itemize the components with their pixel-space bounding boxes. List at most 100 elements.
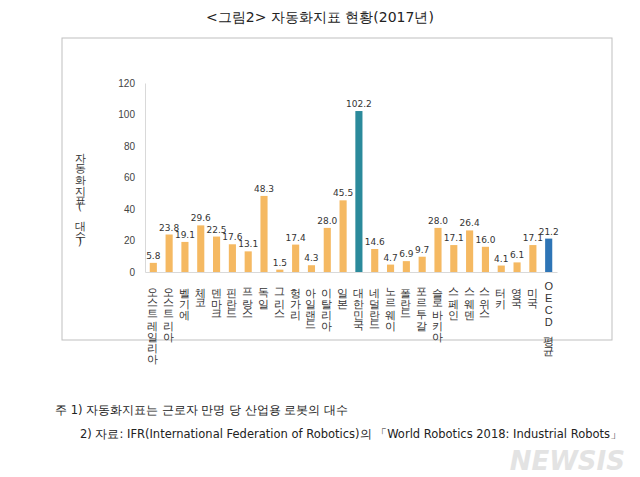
x-tick: 일본 — [337, 272, 349, 310]
bar — [150, 263, 157, 272]
y-tick-label: 40 — [124, 204, 136, 215]
x-tick-label: 핀란드 — [226, 280, 238, 318]
data-label: 5.8 — [146, 251, 161, 261]
frame — [62, 38, 612, 340]
x-tick: OECD평균 — [543, 272, 555, 357]
bar — [292, 245, 299, 272]
x-tick: 노르웨이 — [385, 272, 397, 332]
data-label: 26.4 — [460, 218, 480, 228]
x-tick: 오스트리아 — [163, 272, 175, 343]
x-tick: 벨기에 — [179, 272, 191, 321]
bar — [308, 265, 315, 272]
x-tick: 대한민국 — [353, 272, 365, 331]
x-tick-label: 대한민국 — [353, 280, 365, 331]
x-tick-label: 포르투갈 — [416, 280, 428, 332]
data-label: 9.7 — [415, 245, 429, 255]
bar — [197, 225, 204, 272]
x-tick-label: 이탈리아 — [321, 280, 333, 332]
data-label: 6.1 — [510, 250, 524, 260]
x-tick-label: 덴마크 — [211, 280, 223, 318]
x-tick-label: 터키 — [495, 280, 507, 310]
bar — [403, 261, 410, 272]
x-tick: 폴란드 — [400, 272, 412, 318]
x-tick-label: 아일랜드 — [305, 280, 317, 329]
x-tick: 그리스 — [274, 272, 286, 318]
data-label: 28.0 — [428, 216, 448, 226]
x-tick-label: 일본 — [337, 280, 349, 310]
x-tick-label: 영국 — [511, 280, 523, 309]
x-tick-label: 그리스 — [274, 280, 286, 318]
note: 주 1) 자동화지표는 근로자 만명 당 산업용 로봇의 대수 — [55, 403, 348, 417]
x-tick-label: 독일 — [258, 280, 270, 310]
data-label: 16.0 — [475, 235, 495, 245]
x-tick-label: 노르웨이 — [385, 280, 397, 332]
data-label: 28.0 — [317, 216, 337, 226]
x-tick-label: 스페인 — [448, 280, 460, 321]
x-tick-label: 헝가리 — [290, 280, 302, 321]
x-tick-label: 오스트레일리아 — [147, 280, 159, 365]
y-tick: 60 — [124, 172, 145, 183]
x-tick-label: 벨기에 — [179, 280, 191, 321]
data-label: 17.1 — [444, 233, 464, 243]
x-tick-label: 슬로바키아 — [432, 280, 444, 343]
bar — [419, 257, 426, 272]
y-tick: 20 — [124, 235, 145, 246]
data-label: 1.5 — [273, 258, 287, 268]
bar — [529, 245, 536, 272]
bar — [371, 249, 378, 272]
y-tick-label: 0 — [129, 267, 135, 278]
data-label: 13.1 — [238, 239, 258, 249]
y-axis: 0 20 40 60 80 100 120 — [118, 78, 145, 278]
bar — [450, 245, 457, 272]
watermark: NEWSIS — [510, 446, 625, 476]
y-axis-line — [145, 84, 146, 273]
y-tick: 40 — [124, 204, 145, 215]
bar — [229, 244, 236, 272]
y-tick-label: 60 — [124, 172, 136, 183]
bar — [482, 247, 489, 272]
x-tick: 네덜란드 — [369, 272, 381, 329]
x-tick-label: 네덜란드 — [369, 280, 381, 329]
bar — [166, 235, 173, 272]
x-tick-label: OECD평균 — [543, 280, 555, 357]
data-label: 29.6 — [191, 213, 211, 223]
x-tick-label: 오스트리아 — [163, 280, 175, 343]
title: <그림2> 자동화지표 현황(2017년) — [206, 9, 434, 25]
data-label: 4.7 — [383, 253, 397, 263]
y-tick: 100 — [118, 109, 145, 120]
x-tick: 헝가리 — [290, 272, 302, 321]
bar — [434, 228, 441, 272]
x-tick: 슬로바키아 — [432, 272, 444, 343]
data-label: 21.2 — [539, 227, 559, 237]
chart: <그림2> 자동화지표 현황(2017년)020406080100120자동화지… — [0, 0, 640, 477]
x-tick: 독일 — [258, 272, 270, 310]
x-tick: 미국 — [527, 272, 539, 309]
data-labels: 5.823.819.129.622.517.613.148.31.517.44.… — [146, 99, 559, 268]
x-tick: 스페인 — [448, 272, 460, 321]
bar — [514, 262, 521, 272]
x-tick: 포르투갈 — [416, 272, 428, 332]
x-tick-label: 스웨덴 — [464, 280, 476, 321]
data-label: 14.6 — [365, 237, 385, 247]
bar — [340, 200, 347, 272]
bar — [213, 237, 220, 272]
x-tick-label: 스위스 — [479, 280, 491, 318]
bar — [545, 239, 552, 272]
bar — [466, 230, 473, 272]
y-tick-label: 20 — [124, 235, 136, 246]
data-label: 4.3 — [304, 253, 318, 263]
x-tick: 체코 — [195, 272, 207, 307]
x-tick: 터키 — [495, 272, 507, 310]
bar — [498, 266, 505, 272]
y-tick-label: 80 — [124, 141, 136, 152]
data-label: 48.3 — [254, 184, 274, 194]
x-tick: 스웨덴 — [464, 272, 476, 321]
y-tick: 120 — [118, 78, 145, 89]
x-tick: 이탈리아 — [321, 272, 333, 332]
bar — [387, 265, 394, 272]
y-tick-label: 120 — [118, 78, 135, 89]
x-axis-line — [146, 272, 558, 273]
bar — [324, 228, 331, 272]
x-tick-label: 프랑스 — [242, 280, 254, 318]
x-tick: 덴마크 — [211, 272, 223, 318]
